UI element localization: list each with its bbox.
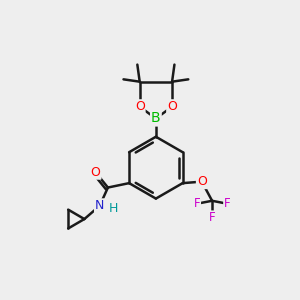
Text: O: O: [167, 100, 177, 113]
Text: O: O: [91, 166, 100, 179]
Text: B: B: [151, 112, 161, 125]
Text: O: O: [197, 175, 207, 188]
Text: O: O: [135, 100, 145, 113]
Text: F: F: [194, 197, 200, 210]
Text: F: F: [224, 197, 231, 210]
Text: F: F: [209, 212, 215, 224]
Text: N: N: [95, 199, 104, 212]
Text: H: H: [109, 202, 119, 215]
